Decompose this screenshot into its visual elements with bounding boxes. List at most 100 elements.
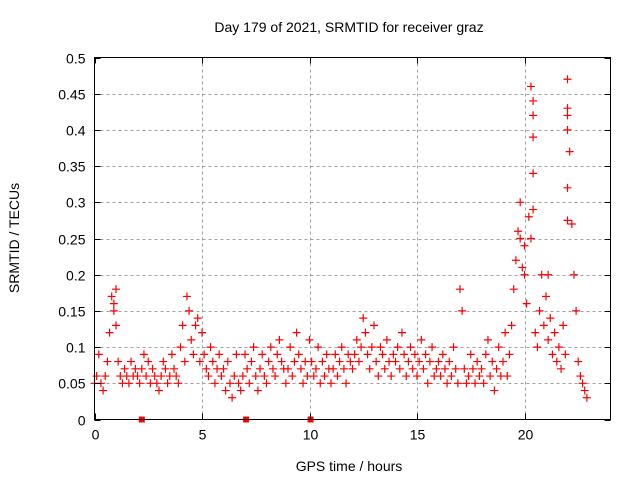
data-point [198,328,206,337]
data-point [481,350,490,359]
data-point [99,386,108,395]
data-point [509,285,518,294]
data-point [468,364,477,373]
data-point [107,292,116,301]
data-point [578,379,587,388]
data-point [359,314,368,323]
data-point [387,372,396,381]
data-point [249,343,258,352]
chart-title: Day 179 of 2021, SRMTID for receiver gra… [214,19,483,35]
data-point [380,364,389,373]
data-point [582,393,591,402]
data-point [507,321,516,330]
data-point [423,379,432,388]
x-tick-label: 0 [92,427,100,443]
data-point [531,328,540,337]
data-point [563,125,572,134]
data-point [529,111,538,120]
data-point [492,364,501,373]
data-point [406,343,415,352]
data-point [391,357,400,366]
data-point [142,372,151,381]
data-point [453,379,462,388]
data-point [182,292,191,301]
data-point [522,299,531,308]
data-point [193,314,202,323]
data-point [419,364,428,373]
data-point [486,372,495,381]
data-point [210,379,219,388]
data-point [516,234,525,243]
data-point [202,364,211,373]
y-tick-label: 0.15 [58,304,85,320]
data-point [354,357,363,366]
data-point [505,350,514,359]
y-tick-label: 0.2 [66,268,86,284]
data-point [155,386,163,395]
y-tick-label: 0.1 [66,340,86,356]
data-point [438,350,447,359]
data-point [535,306,544,315]
data-point [563,216,572,225]
data-point [533,343,542,352]
data-point [230,372,239,381]
data-point [228,393,237,402]
data-point [395,364,404,373]
data-point [253,386,262,395]
data-point [314,343,323,352]
data-point [365,364,374,373]
data-point [462,379,471,388]
data-point [215,350,224,359]
data-point [185,306,194,315]
data-point [511,256,520,265]
data-point [572,306,581,315]
data-point [266,343,275,352]
data-point [529,205,538,214]
data-point [223,357,232,366]
data-point [580,386,589,395]
data-point [92,372,101,381]
data-point [144,357,153,366]
data-point [518,263,527,272]
data-point [256,364,265,373]
data-point [466,350,475,359]
data-point [245,379,254,388]
data-point [428,343,437,352]
data-point [436,372,445,381]
data-point [544,335,553,344]
data-point [357,343,366,352]
data-point [501,328,510,337]
data-point [174,379,183,388]
data-point [477,364,486,373]
data-point [238,372,247,381]
data-point [152,379,161,388]
data-point [262,379,271,388]
data-point [378,350,387,359]
data-point [243,364,252,373]
data-point [346,357,355,366]
data-point [292,328,301,337]
data-point [473,357,482,366]
data-point [499,357,507,366]
data-point [94,350,103,359]
data-point [219,364,228,373]
data-point [275,335,284,344]
data-point [180,357,189,366]
data-point [311,364,320,373]
data-point [479,379,488,388]
axis-ticks: 0 0.05 0.1 0.15 0.2 0.25 0.3 0.35 0.4 0.45 0.5 0 5 10… [58,51,611,443]
data-point [305,335,314,344]
data-point [443,379,452,388]
data-point [172,372,181,381]
data-point [105,328,114,337]
data-point [440,364,449,373]
data-point [529,133,538,142]
data-point [225,379,234,388]
data-point [342,379,351,388]
data-point [281,379,290,388]
y-tick-label: 0.5 [66,51,86,67]
data-point [206,343,215,352]
data-point [471,379,480,388]
data-point [159,357,168,366]
grid [94,57,611,420]
